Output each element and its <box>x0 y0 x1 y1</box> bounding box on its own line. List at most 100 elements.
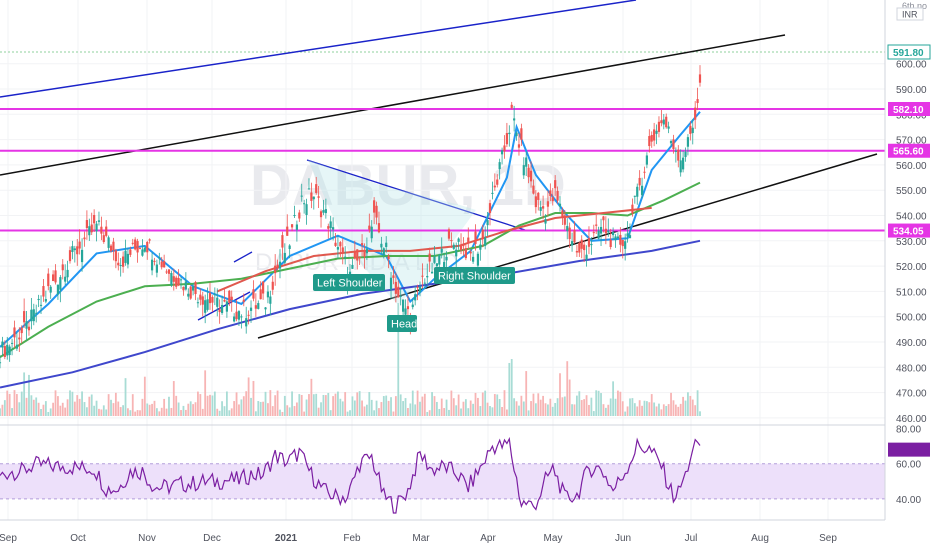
candle-body <box>570 241 574 246</box>
volume-bar <box>510 359 513 416</box>
volume-bar <box>481 392 484 416</box>
volume-bar <box>694 405 697 416</box>
volume-bar <box>283 395 286 416</box>
candle-body <box>8 346 11 356</box>
candle-body <box>315 184 318 193</box>
volume-bar <box>600 393 602 416</box>
price-tick: 490.00 <box>896 338 927 349</box>
volume-bar <box>339 398 342 416</box>
price-tick: 470.00 <box>896 389 927 400</box>
volume-bar <box>532 393 535 416</box>
rsi-line <box>0 436 701 514</box>
volume-bar <box>595 390 598 416</box>
volume-bar <box>11 408 13 416</box>
volume-bar <box>344 392 347 416</box>
candle-body <box>155 264 158 273</box>
price-axis-bg <box>885 0 932 550</box>
volume-bar <box>409 403 412 416</box>
level-badge <box>888 143 930 158</box>
volume-bar <box>448 409 450 416</box>
candle-body <box>211 297 214 303</box>
volume-bar <box>341 401 344 416</box>
candle-body <box>612 231 615 236</box>
candle-body <box>411 304 414 308</box>
volume-bar <box>163 398 166 416</box>
candle-body <box>80 249 84 263</box>
candle-body <box>662 119 665 125</box>
candle-body <box>252 289 255 299</box>
candle-body <box>503 145 506 152</box>
candle-body <box>0 362 2 364</box>
time-tick-mar: Mar <box>412 533 430 544</box>
candle-body <box>645 155 648 165</box>
candle-body <box>561 210 564 218</box>
volume-bar <box>518 405 520 416</box>
volume-bar <box>254 411 257 416</box>
candle-body <box>44 299 47 302</box>
upper-channel-line <box>0 0 637 98</box>
volume-bar <box>346 411 349 416</box>
volume-bar <box>363 406 366 416</box>
volume-bar <box>93 405 96 416</box>
candle-body <box>76 246 79 255</box>
volume-bar <box>467 408 470 416</box>
volume-bar <box>667 404 670 416</box>
candle-body <box>660 120 663 124</box>
volume-bar <box>513 398 516 416</box>
candle-body <box>653 129 656 141</box>
candle-body <box>433 256 436 263</box>
time-tick-apr: Apr <box>480 533 496 544</box>
last-price-badge <box>887 44 931 60</box>
volume-bar <box>696 390 699 416</box>
candle-body <box>88 226 91 236</box>
candle-body <box>498 162 501 170</box>
price-tick: 560.00 <box>896 161 927 172</box>
volume-bar <box>279 409 281 416</box>
volume-bar <box>469 400 472 416</box>
head-label-bg <box>387 315 417 332</box>
volume-bar <box>61 402 64 416</box>
candle-body <box>13 327 16 338</box>
candle-body <box>322 210 325 213</box>
volume-bar <box>464 399 467 416</box>
volume-bar <box>271 406 274 416</box>
volume-bar <box>578 391 581 416</box>
volume-bar <box>399 394 402 416</box>
volume-bar <box>411 390 414 416</box>
volume-bar <box>474 392 477 416</box>
volume-bar <box>81 391 83 416</box>
candle-body <box>240 316 243 318</box>
candle-body <box>669 140 673 144</box>
volume-bar <box>505 409 508 416</box>
candle-body <box>698 74 702 83</box>
candle-body <box>602 216 605 221</box>
volume-bar <box>375 400 378 416</box>
candle-body <box>194 282 197 295</box>
volume-bar <box>105 409 108 416</box>
volume-bar <box>641 405 643 416</box>
time-tick-sep: Sep <box>0 533 17 544</box>
candle-body <box>138 248 142 250</box>
volume-bar <box>291 391 293 416</box>
candle-body <box>339 242 342 247</box>
volume-bar <box>361 400 363 416</box>
level-badge <box>888 101 930 116</box>
volume-bar <box>211 395 214 416</box>
candle-body <box>563 215 566 225</box>
volume-bar <box>286 405 289 416</box>
volume-bar <box>530 401 532 416</box>
candle-body <box>476 253 480 266</box>
volume-bar <box>653 402 656 416</box>
volume-bar <box>614 398 617 416</box>
candle-body <box>554 180 557 189</box>
candle-body <box>464 248 467 259</box>
candle-body <box>394 281 397 294</box>
candle-body <box>430 271 434 274</box>
volume-bar <box>119 407 122 416</box>
volume-bar <box>438 408 441 416</box>
candle-body <box>633 195 636 197</box>
candle-body <box>686 137 690 147</box>
candle-body <box>32 309 35 322</box>
volume-bar <box>674 404 677 416</box>
